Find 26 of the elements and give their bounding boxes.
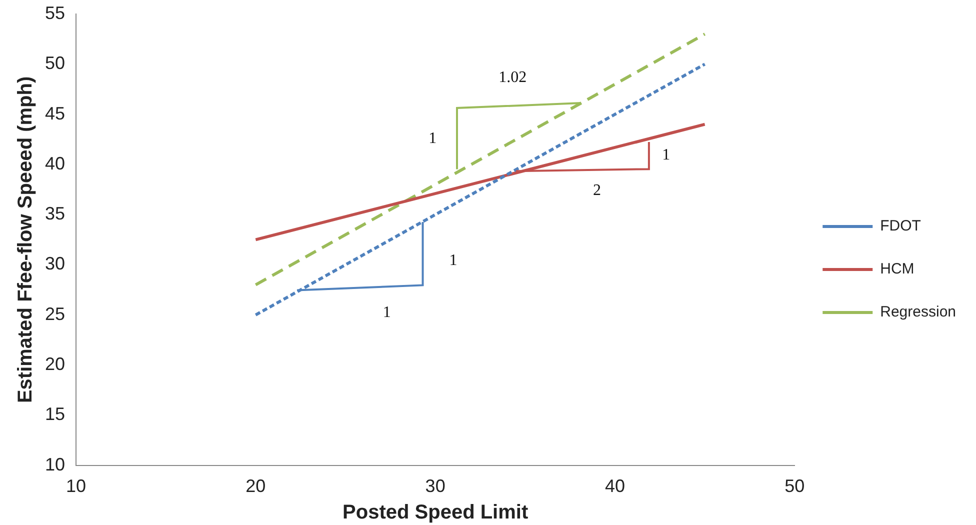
annotation: 2 xyxy=(593,182,601,200)
y-tick-label: 30 xyxy=(44,254,66,274)
y-tick-label: 55 xyxy=(44,2,66,23)
annotation: 1 xyxy=(449,252,458,270)
annotation: 1 xyxy=(382,304,391,322)
y-tick-label: 25 xyxy=(44,304,66,324)
y-tick-label: 35 xyxy=(44,204,66,224)
y-tick-label: 50 xyxy=(44,53,66,74)
y-tick-label: 10 xyxy=(44,454,66,474)
x-tick-label: 10 xyxy=(66,476,86,496)
x-tick-label: 30 xyxy=(425,476,446,496)
y-tick-label: 45 xyxy=(44,103,66,124)
y-axis-title: Estimated Ffee-flow Speeed (mph) xyxy=(14,76,37,404)
x-tick-label: 20 xyxy=(246,476,266,496)
legend-label: FDOT xyxy=(880,218,921,235)
y-tick-label: 40 xyxy=(44,153,66,174)
x-axis-title: Posted Speed Limit xyxy=(342,502,528,524)
annotation: 1 xyxy=(428,130,437,148)
x-tick-label: 50 xyxy=(784,476,805,496)
legend-label: Regression xyxy=(880,304,956,321)
y-tick-label: 20 xyxy=(44,354,66,374)
annotation: 1 xyxy=(662,146,670,164)
annotation: 1.02 xyxy=(498,69,527,88)
y-tick-label: 15 xyxy=(44,404,66,424)
x-tick-label: 40 xyxy=(604,476,625,496)
legend-label: HCM xyxy=(880,260,914,278)
